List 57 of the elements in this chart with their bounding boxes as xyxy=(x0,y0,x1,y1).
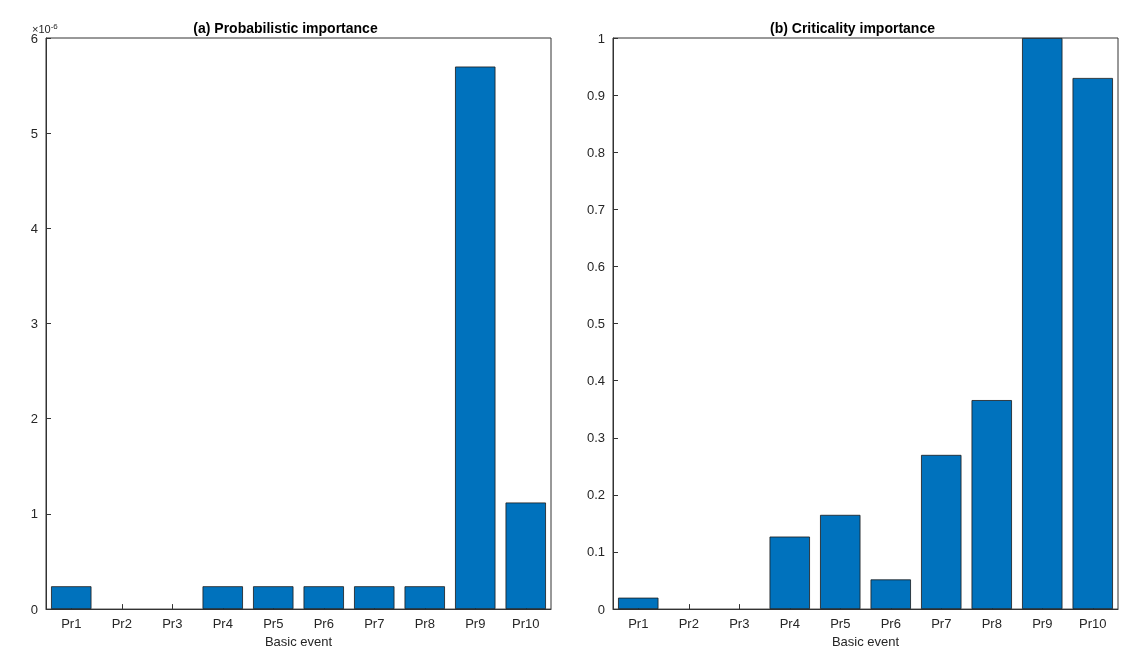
x-tick-label: Pr6 xyxy=(880,616,901,632)
bar xyxy=(253,586,294,610)
x-tick-label: Pr8 xyxy=(414,616,435,632)
bar xyxy=(921,454,962,610)
bar xyxy=(455,66,496,610)
bar xyxy=(1072,77,1113,610)
x-tick-label: Pr2 xyxy=(678,616,699,632)
x-tick-label: Pr8 xyxy=(981,616,1002,632)
x-axis-title: Basic event xyxy=(831,634,900,649)
x-tick-label: Pr5 xyxy=(263,616,284,632)
bar xyxy=(971,400,1012,610)
bar xyxy=(51,586,92,610)
bar xyxy=(769,536,810,610)
x-tick-label: Pr6 xyxy=(313,616,334,632)
chart-title: (a) Probabilistic importance xyxy=(193,20,378,36)
bar xyxy=(354,586,395,610)
y-tick-label: 1 xyxy=(597,30,605,46)
y-tick-label: 2 xyxy=(30,411,38,427)
x-tick-label: Pr3 xyxy=(162,616,183,632)
x-tick-label: Pr10 xyxy=(512,616,540,632)
bar xyxy=(404,586,445,610)
y-tick-label: 0.9 xyxy=(586,87,605,103)
x-tick-label: Pr1 xyxy=(628,616,649,632)
y-tick-label: 0.1 xyxy=(586,544,605,560)
x-axis-title: Basic event xyxy=(264,634,333,649)
y-tick-label: 0.8 xyxy=(586,144,605,160)
x-tick-label: Pr2 xyxy=(111,616,132,632)
x-tick-label: Pr4 xyxy=(212,616,233,632)
x-tick-label: Pr3 xyxy=(729,616,750,632)
x-tick-label: Pr9 xyxy=(465,616,486,632)
y-tick-label: 0 xyxy=(30,601,38,617)
bar xyxy=(202,586,243,610)
x-tick-label: Pr7 xyxy=(931,616,952,632)
y-tick-label: 1 xyxy=(30,506,38,522)
y-tick-label: 4 xyxy=(30,220,38,236)
bar xyxy=(618,597,659,610)
x-tick-label: Pr5 xyxy=(830,616,851,632)
x-tick-label: Pr10 xyxy=(1079,616,1107,632)
bar xyxy=(1022,38,1063,610)
x-tick-label: Pr7 xyxy=(364,616,385,632)
chart-title: (b) Criticality importance xyxy=(770,20,936,36)
y-tick-label: 5 xyxy=(30,125,38,141)
y-tick-label: 0.7 xyxy=(586,201,605,217)
x-tick-label: Pr9 xyxy=(1032,616,1053,632)
y-tick-label: 0.3 xyxy=(586,430,605,446)
y-tick-label: 0 xyxy=(597,601,605,617)
bar xyxy=(870,579,911,610)
x-tick-label: Pr1 xyxy=(61,616,82,632)
bar xyxy=(303,586,344,610)
y-tick-label: 0.6 xyxy=(586,258,605,274)
bar xyxy=(820,514,861,610)
y-tick-label: 0.5 xyxy=(586,316,605,332)
bar xyxy=(505,502,546,610)
x-tick-label: Pr4 xyxy=(779,616,800,632)
y-tick-label: 0.4 xyxy=(586,373,605,389)
y-tick-label: 3 xyxy=(30,316,38,332)
y-tick-label: 0.2 xyxy=(586,487,605,503)
